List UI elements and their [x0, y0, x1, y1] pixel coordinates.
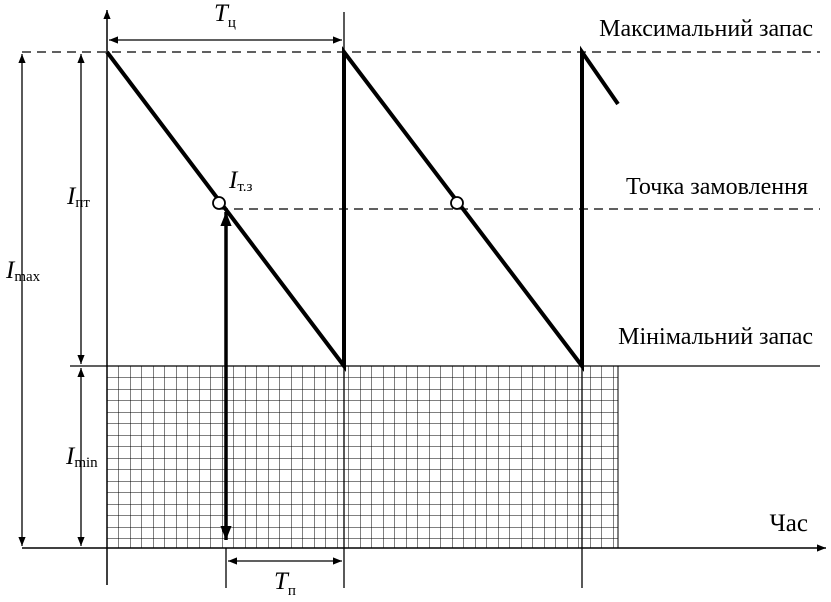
min-stock-grid: [106, 365, 619, 549]
max-stock-label: Максимальний запас: [599, 16, 813, 42]
order-point-marker-1: [212, 196, 226, 210]
cycle-period-label: Tц: [214, 0, 236, 31]
max-level-label: Imax: [5, 257, 41, 285]
stock-level-curve: [105, 45, 620, 372]
order-point-marker-2: [450, 196, 464, 210]
min-level-label: Imin: [65, 443, 98, 471]
order-point-label: Точка замовлення: [626, 174, 808, 200]
min-stock-label: Мінімальний запас: [618, 324, 813, 350]
time-axis-label: Час: [770, 510, 808, 537]
current-stock-label: Iпт: [66, 183, 90, 211]
delivery-period-label: Tп: [274, 568, 296, 599]
order-point-level-label: Iт.з: [228, 167, 253, 195]
